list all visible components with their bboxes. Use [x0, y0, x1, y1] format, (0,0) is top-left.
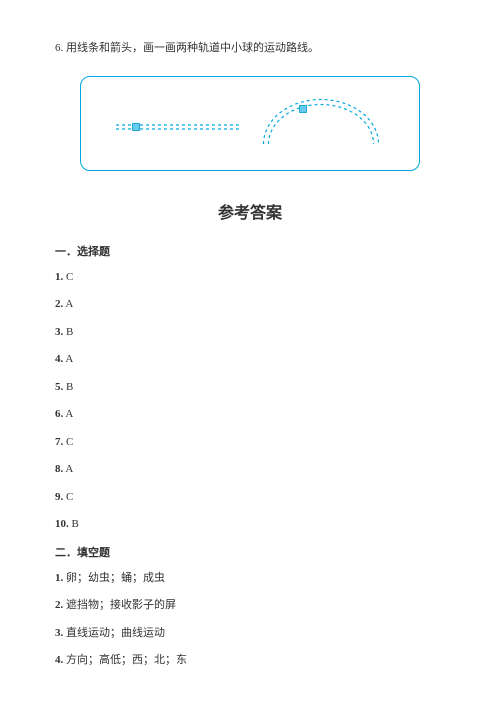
question-number: 6. [55, 42, 63, 54]
answer-value: A [63, 463, 73, 475]
answer-item: 2. 遮挡物；接收影子的屏 [55, 597, 445, 614]
answer-value: 直线运动；曲线运动 [63, 627, 165, 639]
answer-item: 1. 卵；幼虫；蛹；成虫 [55, 570, 445, 587]
answer-item: 5. B [55, 379, 445, 396]
answer-number: 1. [55, 572, 63, 584]
answer-item: 4. A [55, 351, 445, 368]
answer-item: 4. 方向；高低；西；北；东 [55, 652, 445, 669]
answer-number: 4. [55, 654, 63, 666]
answer-value: 遮挡物；接收影子的屏 [63, 599, 176, 611]
answer-value: C [63, 436, 73, 448]
answer-value: 卵；幼虫；蛹；成虫 [63, 572, 165, 584]
section-title: 二．填空题 [55, 544, 445, 560]
answer-item: 1. C [55, 269, 445, 286]
answer-item: 3. B [55, 324, 445, 341]
answer-number: 10. [55, 518, 69, 530]
answer-number: 7. [55, 436, 63, 448]
answer-value: 方向；高低；西；北；东 [63, 654, 187, 666]
answer-number: 2. [55, 599, 63, 611]
answer-number: 3. [55, 627, 63, 639]
answer-number: 6. [55, 408, 63, 420]
answer-item: 6. A [55, 406, 445, 423]
answer-item: 3. 直线运动；曲线运动 [55, 625, 445, 642]
answer-number: 9. [55, 491, 63, 503]
answer-sections: 一．选择题 1. C 2. A 3. B 4. A 5. B 6. A 7. C 8. A 9. … [55, 243, 445, 669]
answer-number: 3. [55, 326, 63, 338]
answer-number: 8. [55, 463, 63, 475]
answer-value: B [63, 381, 73, 393]
section-title: 一．选择题 [55, 243, 445, 259]
answer-value: C [63, 491, 73, 503]
answer-value: B [69, 518, 79, 530]
tracks-diagram [81, 77, 421, 172]
question-text: 用线条和箭头，画一画两种轨道中小球的运动路线。 [66, 42, 319, 54]
answer-item: 10. B [55, 516, 445, 533]
answer-value: A [63, 353, 73, 365]
answer-value: C [63, 271, 73, 283]
answer-number: 1. [55, 271, 63, 283]
answer-number: 2. [55, 298, 63, 310]
answer-item: 7. C [55, 434, 445, 451]
answer-value: A [63, 408, 73, 420]
question-6: 6. 用线条和箭头，画一画两种轨道中小球的运动路线。 [55, 40, 445, 58]
answer-number: 5. [55, 381, 63, 393]
answer-value: B [63, 326, 73, 338]
answer-item: 2. A [55, 296, 445, 313]
answer-item: 9. C [55, 489, 445, 506]
answer-number: 4. [55, 353, 63, 365]
answer-value: A [63, 298, 73, 310]
answers-title: 参考答案 [55, 199, 445, 223]
answer-item: 8. A [55, 461, 445, 478]
diagram-box [80, 76, 420, 171]
